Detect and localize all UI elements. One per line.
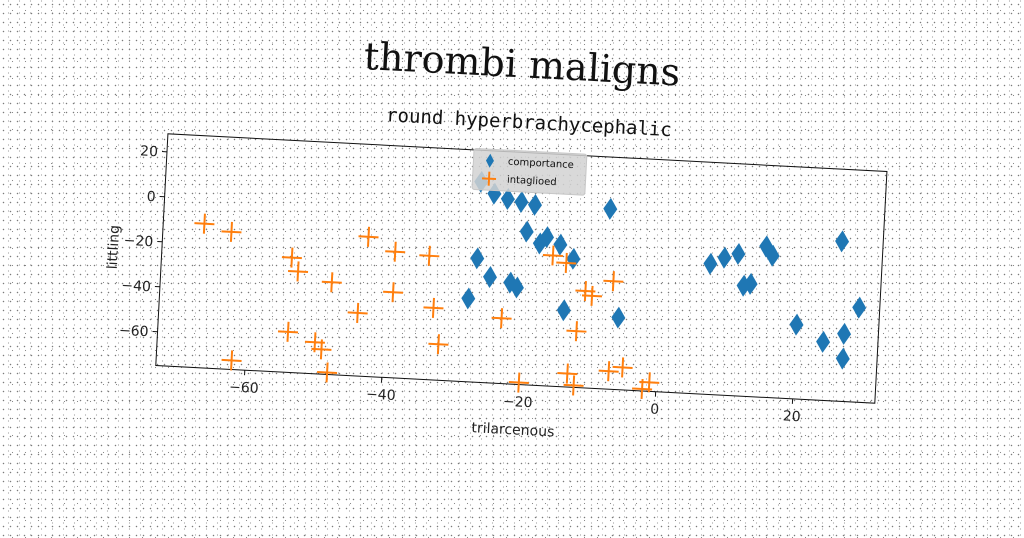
comportance-point <box>566 247 581 270</box>
intaglioed-point <box>194 213 215 234</box>
intaglioed-point <box>508 372 529 393</box>
comportance-point <box>852 296 867 319</box>
intaglioed-point <box>612 357 633 378</box>
comportance-point <box>789 313 804 336</box>
x-tick-label: 0 <box>650 401 660 417</box>
x-tick-label: −60 <box>229 379 259 397</box>
intaglioed-point <box>317 362 338 383</box>
y-tick-label: 20 <box>140 143 159 160</box>
comportance-point <box>835 347 850 370</box>
y-tick-label: −60 <box>119 323 149 341</box>
intaglioed-point <box>278 321 299 342</box>
comportance-point <box>514 191 529 214</box>
y-axis-label: littling <box>105 225 123 270</box>
intaglioed-point <box>423 297 444 318</box>
comportance-point <box>703 252 718 275</box>
intaglioed-point <box>383 282 404 303</box>
legend-label: intaglioed <box>507 174 557 188</box>
comportance-point <box>482 266 497 289</box>
legend-label: comportance <box>508 156 574 170</box>
intaglioed-point <box>566 321 587 342</box>
comportance-point <box>553 233 568 256</box>
intaglioed-point <box>491 308 512 329</box>
intaglioed-point <box>385 241 406 262</box>
comportance-point <box>556 299 571 322</box>
comportance-point <box>816 330 831 353</box>
intaglioed-point <box>428 334 449 355</box>
x-tick-label: 20 <box>782 408 801 425</box>
comportance-point <box>527 194 542 217</box>
comportance-point <box>519 220 534 243</box>
intaglioed-point <box>419 245 440 266</box>
comportance-point <box>717 246 732 269</box>
intaglioed-point <box>321 272 342 293</box>
intaglioed-point <box>358 226 379 247</box>
y-tick-label: 0 <box>146 189 156 205</box>
y-tick-label: −20 <box>123 233 153 251</box>
comportance-point <box>835 230 850 253</box>
intaglioed-point <box>603 271 624 292</box>
y-tick-label: −40 <box>121 278 151 296</box>
legend: comportance intaglioed <box>471 148 587 196</box>
intaglioed-point <box>347 302 368 323</box>
intaglioed-point <box>598 361 619 382</box>
intaglioed-point <box>221 350 242 371</box>
intaglioed-point <box>221 221 242 242</box>
x-axis-label: trilarcenous <box>471 420 555 440</box>
comportance-point <box>461 287 476 310</box>
diamond-icon <box>480 152 501 169</box>
plus-icon <box>479 170 500 187</box>
comportance-point <box>470 247 485 270</box>
legend-item-intaglioed: intaglioed <box>479 170 557 190</box>
comportance-point <box>837 323 852 346</box>
comportance-point <box>731 243 746 266</box>
x-tick-label: −20 <box>503 394 533 412</box>
x-tick-label: −40 <box>366 387 396 405</box>
comportance-point <box>611 306 626 329</box>
comportance-point <box>603 198 618 221</box>
